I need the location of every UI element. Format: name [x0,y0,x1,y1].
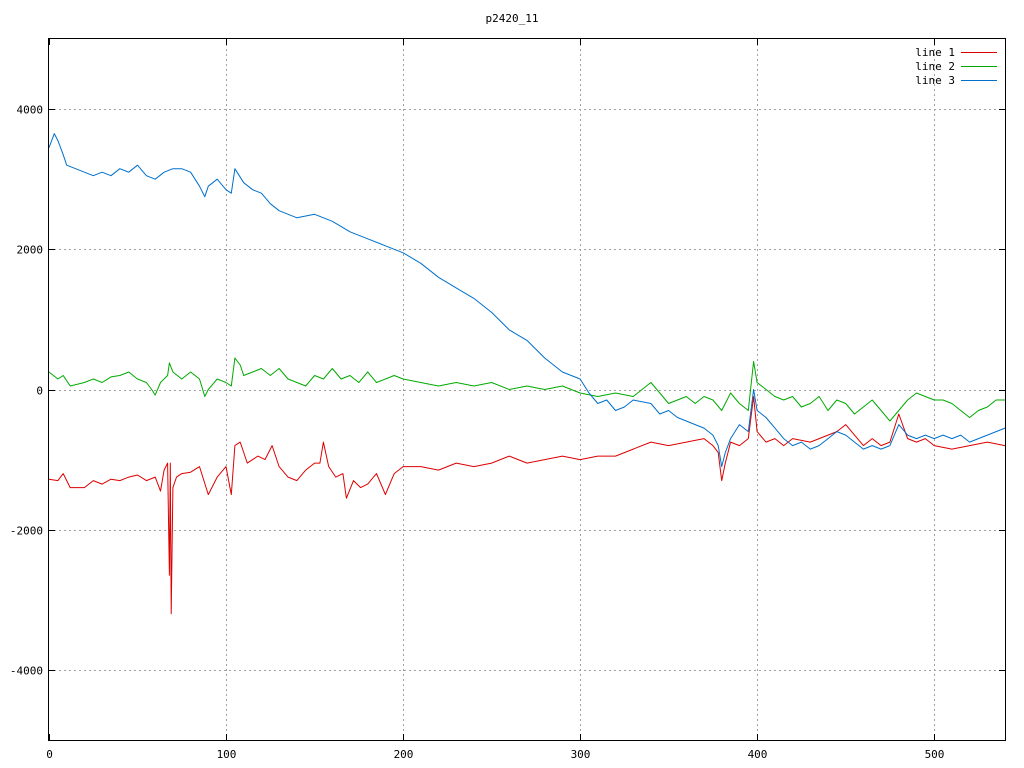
y-tick-label: 2000 [17,244,44,257]
chart-title: p2420_11 [486,12,539,25]
y-tick-label: 4000 [17,104,44,117]
series-line-2 [48,357,1005,422]
legend-label-3: line 3 [915,74,955,87]
series-line-1 [48,396,1006,615]
x-tick-label: 500 [925,748,945,761]
series-line-3 [48,133,1006,468]
x-tick-label: 100 [217,748,237,761]
grid [49,39,1005,740]
y-tick-label: -2000 [10,525,43,538]
y-tick-label: 0 [36,385,43,398]
axes: 0 100 200 300 400 500 -4000 -2000 0 2000 4000 [10,39,1005,761]
series-layer [48,133,1006,615]
x-tick-label: 200 [394,748,414,761]
plot-frame [48,38,1006,741]
x-tick-label: 400 [748,748,768,761]
legend-label-1: line 1 [915,46,955,59]
x-tick-label: 0 [46,748,53,761]
y-tick-label: -4000 [10,665,43,678]
x-tick-label: 300 [571,748,591,761]
legend-label-2: line 2 [915,60,955,73]
